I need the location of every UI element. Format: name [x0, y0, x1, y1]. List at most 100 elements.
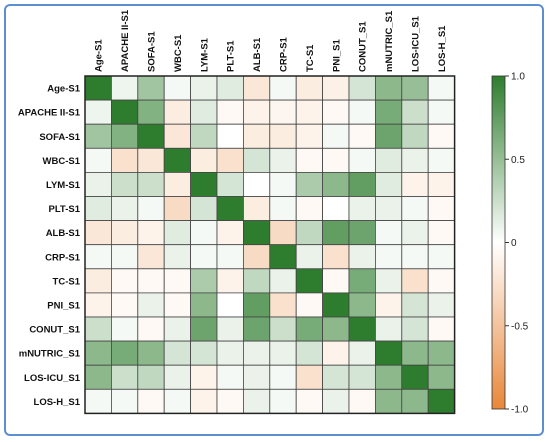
heatmap-cell: [111, 388, 139, 414]
heatmap-cell: [322, 75, 350, 101]
heatmap-cell: [269, 123, 297, 149]
row-label: LOS-H_S1: [34, 397, 81, 408]
heatmap-cell: [427, 75, 456, 101]
heatmap-cell: [111, 292, 139, 318]
heatmap-cell: [137, 244, 165, 270]
heatmap-cell: [242, 388, 271, 414]
heatmap-cell: [348, 99, 376, 125]
heatmap-cell: [242, 292, 271, 318]
heatmap-cell: [111, 364, 139, 390]
heatmap-cell: [137, 364, 165, 390]
heatmap-cell: [84, 75, 112, 101]
heatmap-cell: [84, 340, 112, 366]
heatmap-cell: [374, 123, 403, 149]
heatmap-cell: [242, 99, 271, 125]
heatmap-cell: [242, 268, 271, 294]
heatmap-cell: [374, 316, 403, 342]
heatmap-cell: [242, 123, 271, 149]
heatmap-cell: [242, 340, 271, 366]
heatmap-cell: [374, 388, 403, 414]
heatmap-cell: [216, 340, 244, 366]
heatmap-cell: [163, 123, 191, 149]
column-label: SOFA-S1: [147, 31, 158, 72]
heatmap-cell: [216, 268, 244, 294]
heatmap-cell: [190, 268, 218, 294]
heatmap-cell: [401, 196, 429, 222]
heatmap-cell: [348, 196, 376, 222]
heatmap-cell: [163, 244, 191, 270]
column-label: PLT-S1: [226, 40, 237, 72]
heatmap-cell: [216, 292, 244, 318]
heatmap-cell: [84, 147, 112, 173]
row-label: CRP-S1: [45, 252, 81, 263]
heatmap-cell: [401, 292, 429, 318]
heatmap-cell: [374, 268, 403, 294]
heatmap-cell: [84, 316, 112, 342]
heatmap-cell: [427, 171, 456, 197]
heatmap-cell: [427, 147, 456, 173]
heatmap-cell: [374, 292, 403, 318]
heatmap-cell: [111, 171, 139, 197]
heatmap-cell: [322, 388, 350, 414]
heatmap-cell: [111, 196, 139, 222]
heatmap-cell: [84, 244, 112, 270]
heatmap-cell: [84, 196, 112, 222]
heatmap-cell: [137, 220, 165, 246]
heatmap-cell: [163, 340, 191, 366]
row-label: PLT-S1: [49, 204, 81, 215]
heatmap-cell: [163, 99, 191, 125]
heatmap-cell: [427, 220, 456, 246]
heatmap-cell: [427, 340, 456, 366]
row-label: WBC-S1: [43, 156, 81, 167]
heatmap-cell: [84, 268, 112, 294]
heatmap-cell: [374, 244, 403, 270]
heatmap-cell: [401, 316, 429, 342]
heatmap-cell: [216, 99, 244, 125]
heatmap-cell: [269, 316, 297, 342]
colorbar-tick-label: -0.5: [511, 321, 529, 332]
heatmap-cell: [295, 147, 324, 173]
colorbar-tick-label: 1.0: [511, 72, 525, 83]
heatmap-cell: [111, 75, 139, 101]
heatmap-cell: [137, 316, 165, 342]
column-label: LOS-ICU_S1: [411, 15, 422, 72]
heatmap-cell: [427, 364, 456, 390]
heatmap-cell: [269, 220, 297, 246]
heatmap-cell: [427, 99, 456, 125]
heatmap-cell: [163, 147, 191, 173]
heatmap-cell: [163, 75, 191, 101]
heatmap-cell: [190, 220, 218, 246]
row-label: TC-S1: [53, 276, 81, 287]
heatmap-cell: [374, 340, 403, 366]
heatmap-cell: [348, 364, 376, 390]
heatmap-cell: [295, 388, 324, 414]
heatmap-cell: [269, 75, 297, 101]
heatmap-cell: [401, 388, 429, 414]
heatmap-cell: [269, 147, 297, 173]
heatmap-cell: [242, 147, 271, 173]
heatmap-cell: [295, 268, 324, 294]
heatmap-cell: [137, 123, 165, 149]
heatmap-cell: [295, 364, 324, 390]
heatmap-cell: [190, 99, 218, 125]
heatmap-cell: [84, 123, 112, 149]
heatmap-cell: [137, 147, 165, 173]
heatmap-cell: [111, 147, 139, 173]
heatmap-cell: [269, 171, 297, 197]
heatmap-cell: [84, 220, 112, 246]
heatmap-cell: [190, 171, 218, 197]
heatmap-cell: [322, 220, 350, 246]
heatmap-cell: [322, 340, 350, 366]
heatmap-cell: [374, 196, 403, 222]
heatmap-cell: [374, 220, 403, 246]
heatmap-cell: [348, 75, 376, 101]
heatmap-cell: [348, 388, 376, 414]
heatmap-cell: [348, 268, 376, 294]
heatmap-cell: [322, 123, 350, 149]
heatmap-cell: [137, 340, 165, 366]
heatmap-cell: [374, 147, 403, 173]
heatmap-cell: [295, 171, 324, 197]
heatmap-cell: [374, 364, 403, 390]
heatmap-cell: [295, 75, 324, 101]
heatmap-cell: [163, 196, 191, 222]
